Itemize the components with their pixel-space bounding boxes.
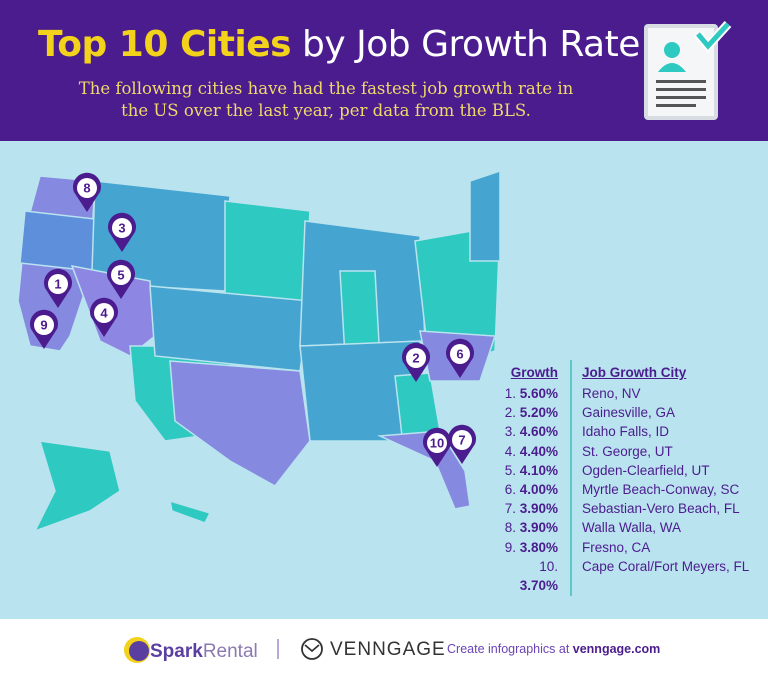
pin-label: 10 (430, 436, 444, 451)
region-texas (169, 360, 311, 487)
legend-city-10: Cape Coral/Fort Meyers, FL (582, 558, 750, 574)
growth-value: 4.10% (519, 462, 558, 478)
legend-growth-7: 7. 3.90% (498, 499, 558, 518)
legend-city-2: Gainesville, GA (582, 405, 676, 421)
pin-label: 6 (456, 347, 463, 362)
map-pin-1[interactable]: 1 (44, 268, 72, 308)
footer: SparkRental VENNGAGE Create infographics… (0, 619, 768, 682)
growth-value: 3.90% (519, 501, 558, 517)
growth-value: 3.70% (519, 577, 558, 593)
region-alaska (33, 440, 121, 533)
rank: 1. (504, 386, 516, 401)
region-new-england (469, 170, 500, 262)
title-rest: by Job Growth Rate (291, 24, 640, 65)
cta-text: Create infographics at venngage.com (447, 642, 660, 656)
legend-divider (570, 360, 572, 596)
map-pin-3[interactable]: 3 (108, 212, 136, 252)
legend-city-7: Sebastian-Vero Beach, FL (582, 501, 740, 517)
rank: 9. (504, 539, 516, 555)
rank: 2. (504, 405, 516, 421)
legend-growth-9: 9. 3.80% (498, 538, 558, 557)
legend-city-4: St. George, UT (582, 443, 673, 459)
region-hawaii (169, 499, 212, 524)
legend-growth-1: 1. 5.60% (498, 384, 558, 403)
growth-value: 5.20% (519, 405, 558, 421)
legend-city-6: Myrtle Beach-Conway, SC (582, 481, 740, 497)
sparkrental-sun-logo-icon (124, 637, 150, 663)
venngage-logo[interactable]: VENNGAGE (330, 639, 446, 660)
venngage-link[interactable]: venngage.com (572, 642, 661, 656)
title-highlight: Top 10 Cities (38, 24, 292, 65)
pin-label: 4 (100, 306, 108, 321)
cta-label: Create infographics at (447, 642, 573, 656)
pin-label: 3 (118, 221, 125, 236)
header: Top 10 Cities by Job Growth Rate The fol… (0, 0, 768, 141)
city-header: Job Growth City (582, 365, 687, 380)
legend-growth-8: 8. 3.90% (498, 518, 558, 537)
growth-value: 3.90% (519, 520, 558, 536)
rank: 3. (504, 424, 516, 440)
page-title: Top 10 Cities by Job Growth Rate (38, 24, 640, 65)
legend-city-3: Idaho Falls, ID (582, 424, 670, 440)
map-pin-4[interactable]: 4 (90, 297, 119, 337)
map-pin-7[interactable]: 7 (448, 424, 476, 464)
subtitle: The following cities have had the fastes… (78, 79, 574, 120)
pin-label: 8 (83, 181, 90, 196)
growth-value: 5.60% (519, 386, 558, 401)
pin-label: 9 (40, 318, 47, 333)
pin-label: 1 (54, 277, 61, 292)
legend-growth-3: 3. 4.60% (498, 422, 558, 441)
rank: 4. (504, 443, 516, 459)
growth-value: 4.60% (519, 424, 558, 440)
region-plains (224, 200, 311, 302)
map-pin-9[interactable]: 9 (30, 309, 59, 349)
growth-value: 4.00% (519, 481, 558, 497)
map-pin-10[interactable]: 10 (423, 427, 451, 467)
growth-value: 3.80% (519, 539, 558, 555)
spark-text: Spark (150, 641, 203, 662)
map-pin-5[interactable]: 5 (107, 259, 135, 299)
rank: 5. (504, 462, 516, 478)
region-central (149, 285, 311, 372)
pin-label: 5 (117, 268, 124, 283)
legend-city-9: Fresno, CA (582, 539, 651, 555)
region-georgia (394, 372, 441, 437)
pin-label: 7 (458, 433, 465, 448)
venngage-logo-icon (301, 638, 323, 660)
map-pin-8[interactable]: 8 (73, 172, 101, 212)
rank: 10. (539, 558, 558, 574)
legend-growth-5: 5. 4.10% (498, 461, 558, 480)
growth-header: Growth (510, 365, 558, 380)
legend-city-5: Ogden-Clearfield, UT (582, 462, 710, 478)
footer-separator (277, 639, 279, 659)
legend-growth-2: 2. 5.20% (498, 403, 558, 422)
resume-check-icon (644, 20, 732, 120)
legend-city-8: Walla Walla, WA (582, 520, 682, 536)
rank: 7. (504, 501, 516, 517)
us-map: 8 3 5 1 4 9 2 6 10 7 (17, 170, 500, 533)
rental-text: Rental (202, 641, 258, 662)
growth-value: 4.40% (519, 443, 558, 459)
legend-growth-6: 6. 4.00% (498, 480, 558, 499)
sparkrental-logo[interactable]: SparkRental (150, 641, 258, 663)
map-pin-2[interactable]: 2 (402, 342, 431, 382)
rank: 8. (504, 520, 516, 536)
region-oregon (19, 210, 96, 272)
pin-label: 2 (412, 351, 419, 366)
legend-growth-10: 10. 3.70% (498, 557, 558, 593)
map-pin-6[interactable]: 6 (446, 338, 474, 378)
legend-growth-4: 4. 4.40% (498, 442, 558, 461)
legend-city-1: Reno, NV (582, 386, 641, 401)
rank: 6. (504, 481, 516, 497)
